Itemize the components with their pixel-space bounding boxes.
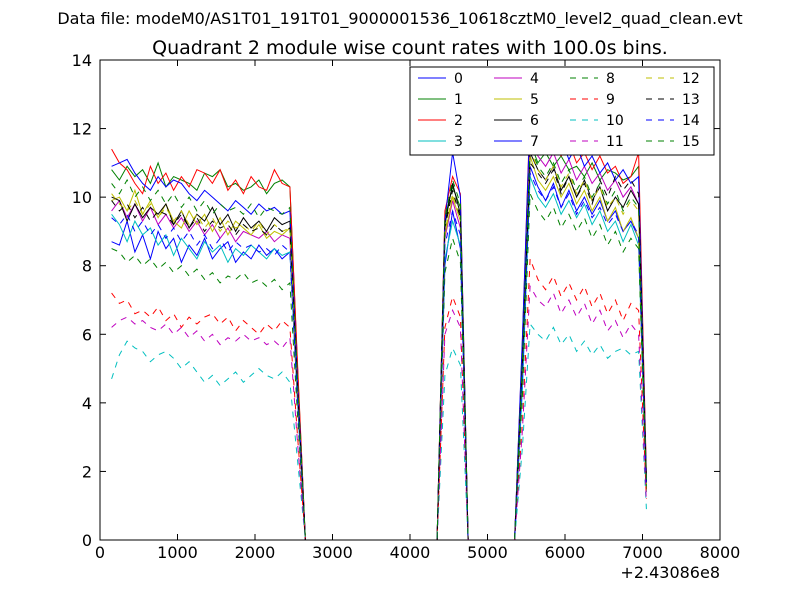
series-line-6	[111, 152, 647, 540]
y-tick-label: 6	[82, 325, 92, 344]
x-tick-label: 6000	[545, 543, 586, 562]
x-tick-label: 2000	[235, 543, 276, 562]
legend-label-9: 9	[606, 92, 615, 108]
legend-label-10: 10	[606, 113, 624, 129]
legend-label-3: 3	[454, 134, 463, 150]
legend-label-12: 12	[682, 71, 700, 87]
x-tick-label: 7000	[622, 543, 663, 562]
series-line-15	[111, 145, 647, 540]
series-line-10	[111, 322, 647, 540]
legend-label-8: 8	[606, 71, 615, 87]
series-line-12	[111, 148, 647, 540]
chart-title: Quadrant 2 module wise count rates with …	[152, 37, 668, 59]
y-tick-label: 0	[82, 531, 92, 550]
x-axis-offset-label: +2.43086e8	[620, 563, 720, 582]
y-tick-label: 14	[72, 51, 92, 70]
series-line-14	[111, 172, 647, 540]
legend-box	[409, 66, 715, 156]
ticks-layer: 0 1000 2000 3000 4000 5000 6000 7000 80000246810…	[72, 51, 741, 562]
y-tick-label: 8	[82, 257, 92, 276]
legend-label-4: 4	[530, 71, 539, 87]
legend-label-0: 0	[454, 71, 463, 87]
y-tick-label: 2	[82, 462, 92, 481]
series-line-1	[111, 142, 647, 540]
series-line-0	[111, 166, 647, 540]
x-tick-label: 1000	[157, 543, 198, 562]
legend-label-5: 5	[530, 92, 539, 108]
y-tick-label: 10	[72, 188, 92, 207]
suptitle: Data file: modeM0/AS1T01_191T01_90000015…	[57, 9, 742, 29]
series-layer	[111, 107, 647, 540]
x-tick-label: 4000	[390, 543, 431, 562]
legend-label-11: 11	[606, 134, 624, 150]
legend-label-2: 2	[454, 113, 463, 129]
x-tick-label: 5000	[467, 543, 508, 562]
y-tick-label: 12	[72, 120, 92, 139]
series-line-13	[111, 161, 647, 540]
legend-label-7: 7	[530, 134, 539, 150]
legend-label-13: 13	[682, 92, 700, 108]
legend-label-6: 6	[530, 113, 539, 129]
series-line-3	[111, 176, 647, 540]
legend-label-1: 1	[454, 92, 463, 108]
x-tick-label: 3000	[312, 543, 353, 562]
x-tick-label: 8000	[700, 543, 741, 562]
x-tick-label: 0	[95, 543, 105, 562]
series-line-5	[111, 155, 647, 540]
y-tick-label: 4	[82, 394, 92, 413]
legend-label-14: 14	[682, 113, 700, 129]
legend-label-15: 15	[682, 134, 700, 150]
series-line-4	[111, 135, 647, 540]
